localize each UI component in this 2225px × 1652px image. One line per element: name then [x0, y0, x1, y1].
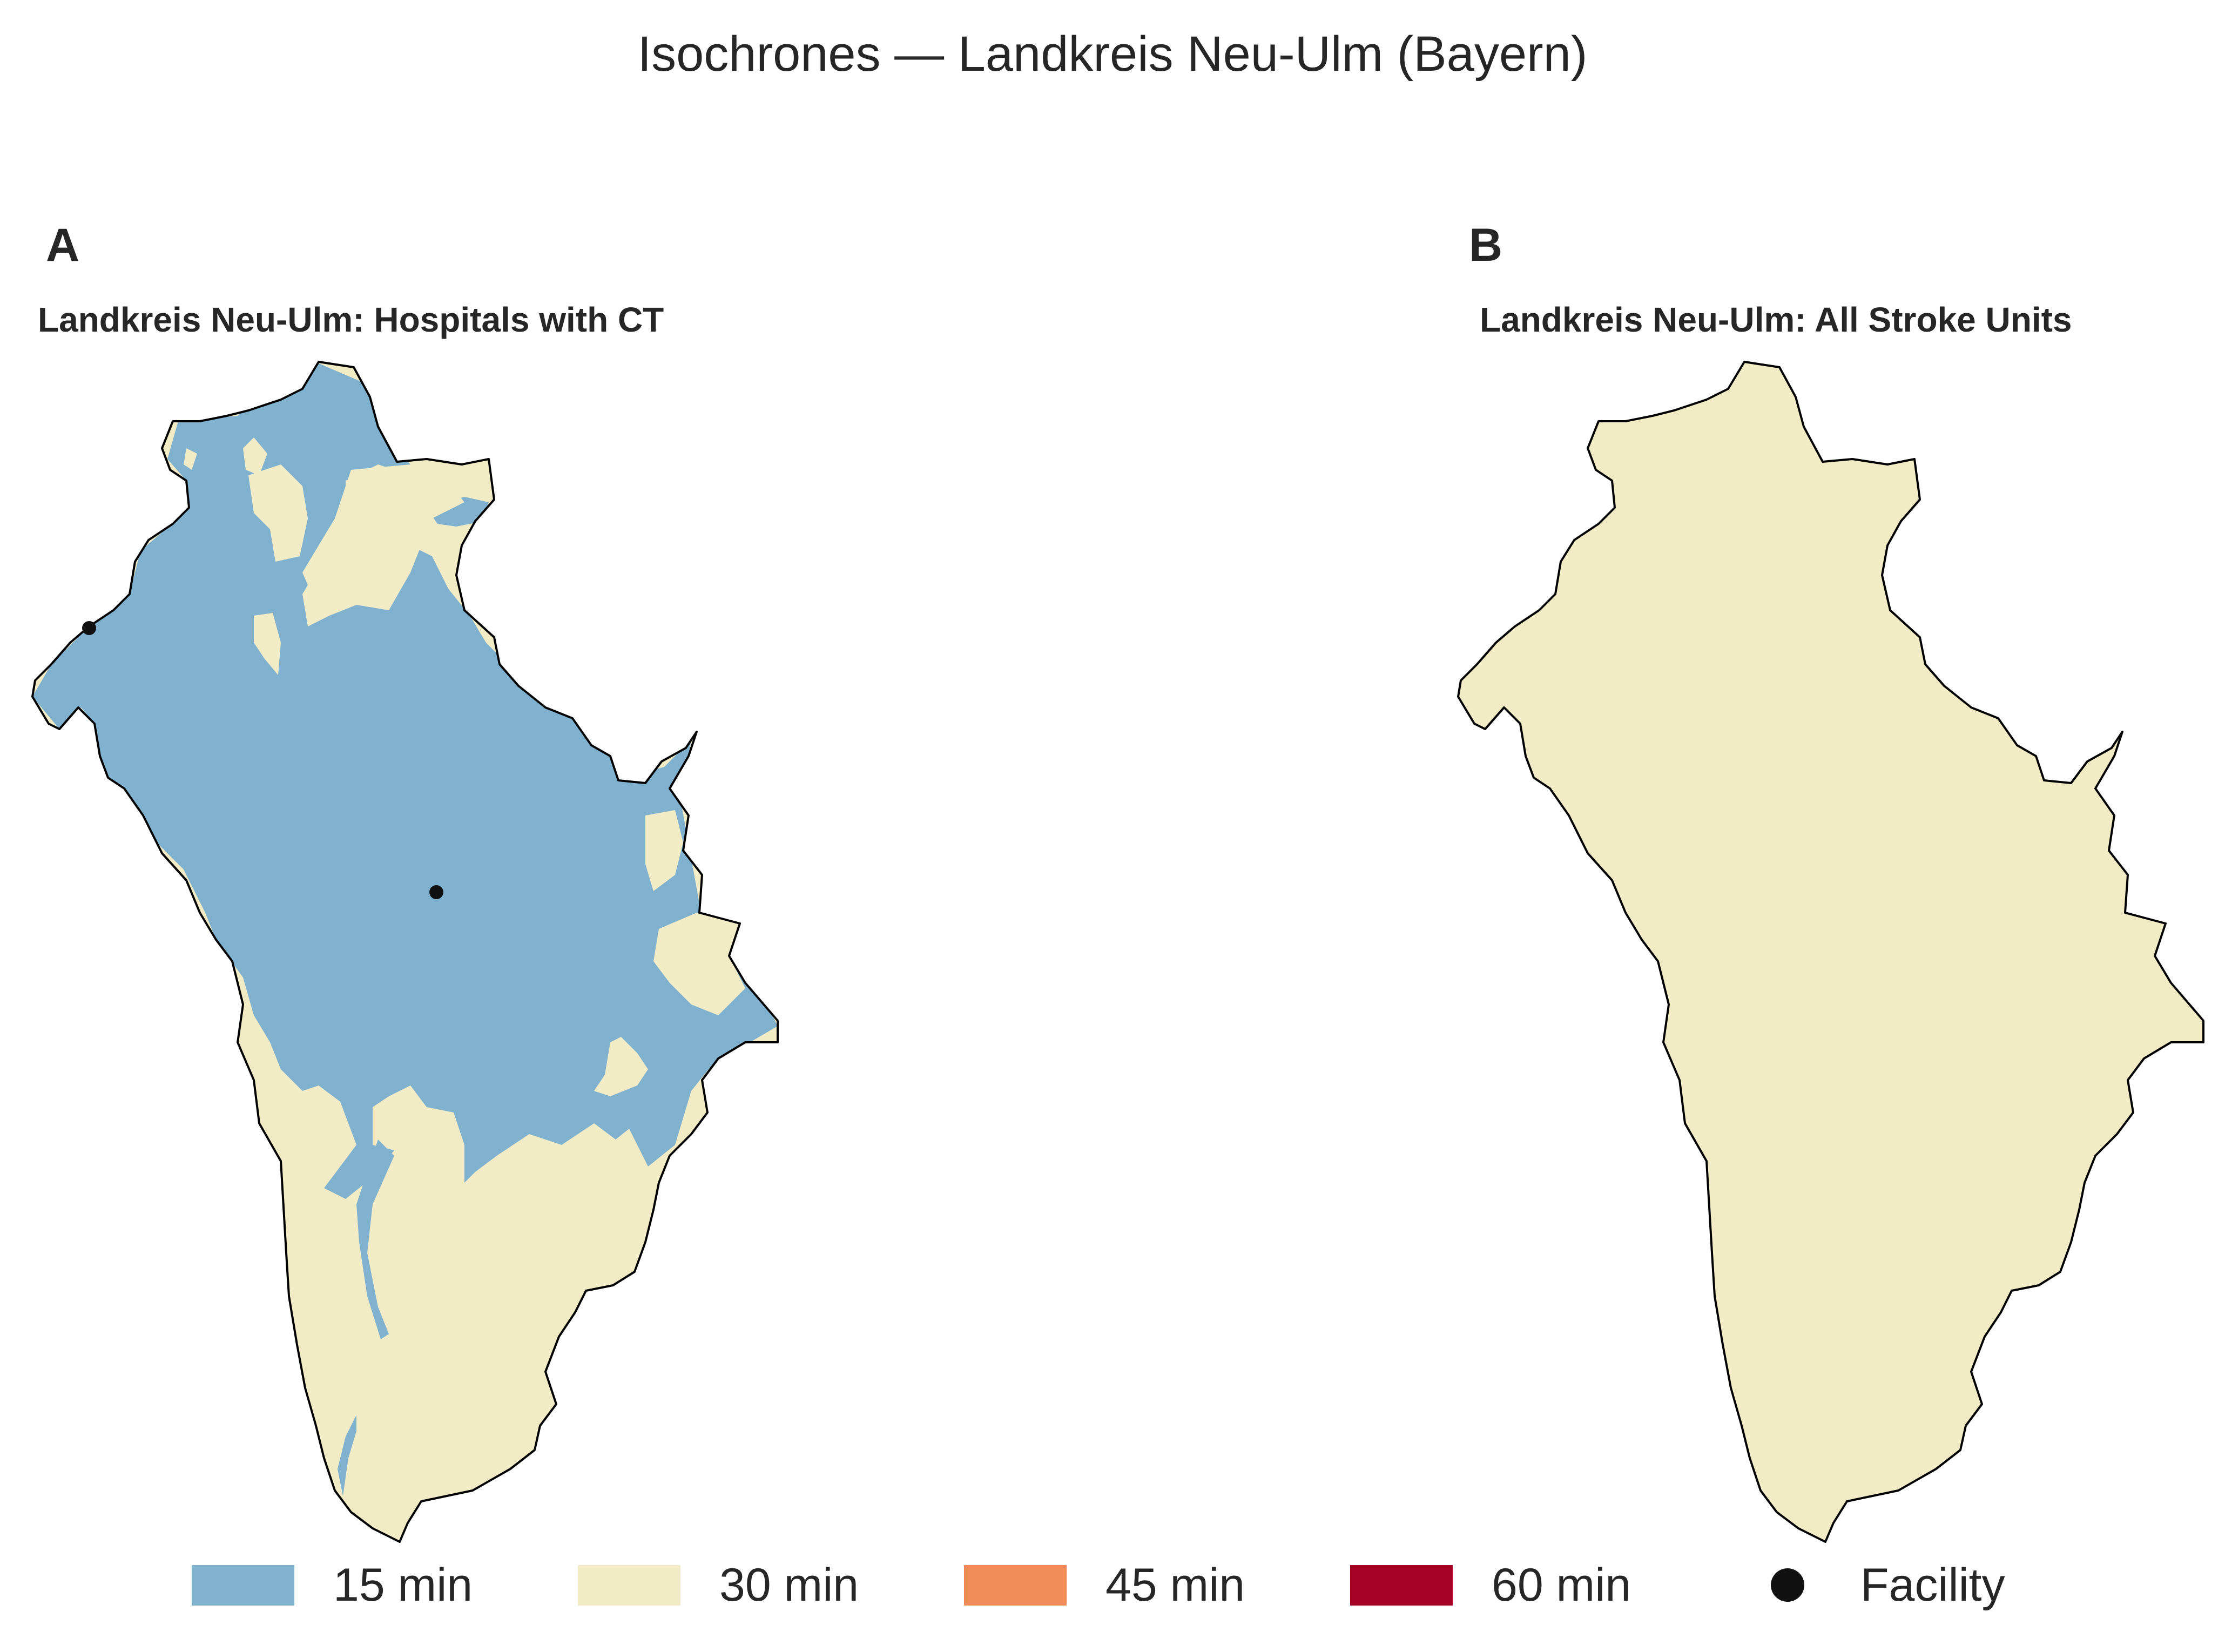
legend-label-60min: 60 min	[1492, 1559, 1631, 1611]
legend-item-45min: 45 min	[964, 1555, 1245, 1615]
panel-a-title: Landkreis Neu-Ulm: Hospitals with CT	[38, 300, 664, 339]
legend-swatch-45min	[964, 1565, 1067, 1606]
panel-a-map	[31, 361, 779, 1543]
zone-15min	[32, 362, 778, 1199]
zone-30min-island-central	[248, 464, 308, 562]
legend-label-facility: Facility	[1860, 1559, 2005, 1611]
zone-30min-island-nw	[184, 448, 197, 470]
zone-30min-island-ne	[653, 913, 745, 1015]
zone-15min-south-strip	[356, 1139, 394, 1339]
panel-b-map	[1457, 361, 2204, 1543]
zone-30min-island-north	[243, 437, 267, 475]
zone-30min-island-se	[594, 1037, 648, 1096]
panel-b-letter: B	[1469, 219, 1503, 271]
legend-label-15min: 15 min	[333, 1559, 473, 1611]
legend: 15 min 30 min 45 min 60 min Facility	[0, 1555, 2225, 1615]
facility-marker	[82, 621, 96, 635]
legend-swatch-60min	[1350, 1565, 1453, 1606]
zone-30min-island-west	[254, 613, 281, 675]
legend-swatch-30min	[578, 1565, 680, 1606]
legend-item-60min: 60 min	[1350, 1555, 1631, 1615]
zone-30min-background	[1458, 362, 2203, 1542]
zone-30min-region-north	[302, 464, 464, 626]
legend-item-30min: 30 min	[578, 1555, 859, 1615]
legend-item-facility: Facility	[1736, 1555, 2005, 1615]
legend-label-30min: 30 min	[719, 1559, 859, 1611]
legend-label-45min: 45 min	[1105, 1559, 1245, 1611]
legend-swatch-15min	[192, 1565, 294, 1606]
zone-30min-island-east	[645, 810, 683, 891]
zone-15min-south-tip	[338, 1415, 356, 1496]
panel-a-letter: A	[46, 219, 80, 271]
legend-facility-dot	[1771, 1568, 1804, 1602]
facility-marker	[429, 885, 443, 899]
figure-title: Isochrones — Landkreis Neu-Ulm (Bayern)	[637, 26, 1588, 82]
panel-b-title: Landkreis Neu-Ulm: All Stroke Units	[1480, 300, 2072, 339]
legend-item-15min: 15 min	[192, 1555, 473, 1615]
